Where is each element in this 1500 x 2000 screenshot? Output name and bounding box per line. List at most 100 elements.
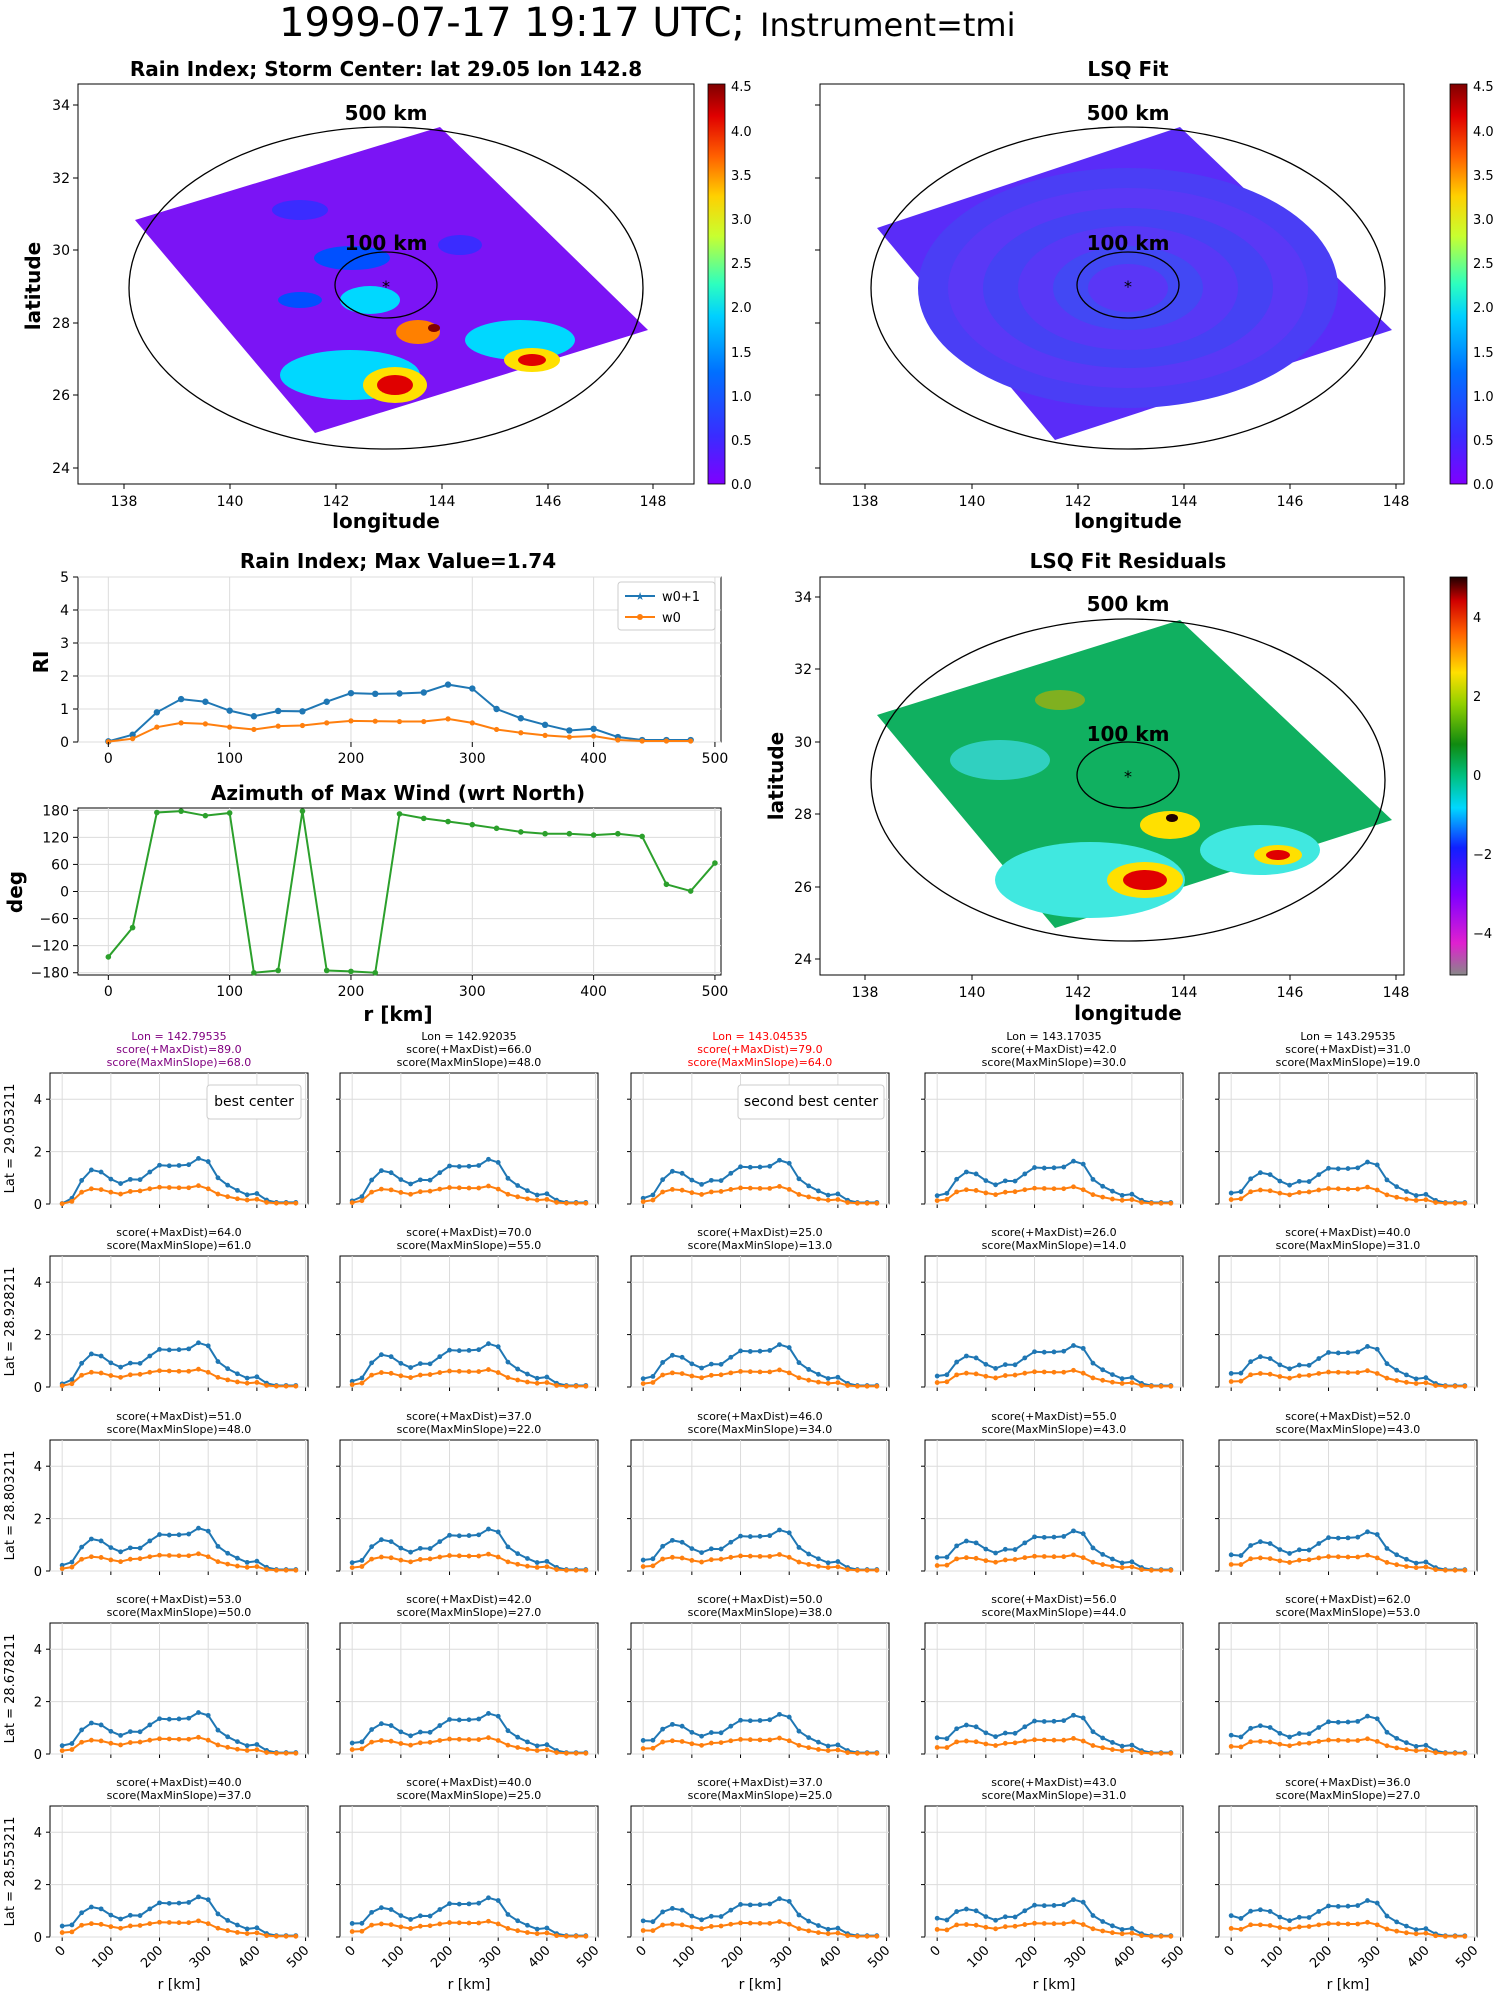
candidate-point: [1148, 1567, 1154, 1573]
candidate-point: [660, 1922, 666, 1928]
candidate-point: [963, 1906, 969, 1912]
candidate-ytick-label: 0: [34, 1198, 42, 1213]
candidate-point: [427, 1729, 433, 1735]
candidate-point: [1080, 1738, 1086, 1744]
candidate-point: [1071, 1712, 1076, 1718]
candidate-point: [1002, 1557, 1008, 1563]
candidate-point: [283, 1383, 289, 1389]
candidate-point: [1148, 1750, 1154, 1756]
candidate-point: [864, 1200, 870, 1206]
candidate-point: [378, 1168, 384, 1174]
candidate-point: [408, 1926, 413, 1931]
candidate-point: [1326, 1903, 1331, 1909]
candidate-point: [1022, 1370, 1028, 1376]
candidate-xtick-label: 500: [865, 1943, 893, 1971]
fit-cbar-tick: 3.0: [1473, 213, 1494, 228]
candidate-point: [689, 1924, 695, 1930]
candidate-panel-r2-c2: score(+MaxDist)=46.0score(MaxMinSlope)=3…: [627, 1410, 890, 1575]
candidate-point: [816, 1563, 821, 1569]
candidate-axes: [630, 1255, 890, 1388]
ri-point: [202, 698, 209, 705]
candidate-point: [1365, 1184, 1370, 1190]
candidate-point: [816, 1188, 821, 1194]
candidate-point: [640, 1746, 646, 1751]
candidate-point: [1267, 1541, 1273, 1546]
candidate-point: [554, 1383, 560, 1388]
candidate-point: [388, 1370, 394, 1376]
candidate-ytick-label: 4: [34, 1276, 42, 1291]
candidate-point: [993, 1926, 998, 1932]
candidate-point: [738, 1553, 743, 1559]
candidate-xtick-label: 300: [477, 1943, 505, 1971]
candidate-point: [186, 1553, 192, 1559]
candidate-point: [1374, 1162, 1380, 1168]
ri-xtick-label: 100: [216, 751, 243, 767]
candidate-point: [708, 1730, 714, 1735]
candidate-point: [1051, 1921, 1057, 1927]
candidate-point: [69, 1747, 75, 1752]
candidate-point: [983, 1741, 989, 1747]
candidate-point: [486, 1526, 491, 1532]
candidate-point: [1394, 1735, 1400, 1741]
candidate-point: [1316, 1725, 1322, 1730]
candidate-point: [993, 1182, 998, 1188]
ri-point: [590, 725, 597, 732]
candidate-point: [1238, 1744, 1244, 1750]
candidate-point: [1100, 1562, 1106, 1567]
candidate-point: [1148, 1200, 1154, 1206]
candidate-panel-r2-c3: score(+MaxDist)=55.0score(MaxMinSlope)=4…: [921, 1410, 1184, 1575]
candidate-point: [767, 1163, 773, 1169]
candidate-axes: [49, 1255, 309, 1388]
candidate-point: [225, 1561, 231, 1567]
candidate-point: [854, 1750, 860, 1756]
candidate-point: [525, 1739, 530, 1745]
candidate-point: [963, 1555, 969, 1561]
candidate-point: [786, 1187, 792, 1192]
ri-point: [421, 718, 427, 725]
candidate-point: [1061, 1921, 1067, 1927]
candidate-panel-r2-c0: 024score(+MaxDist)=51.0score(MaxMinSlope…: [3, 1410, 309, 1580]
candidate-xlabel: r [km]: [1033, 1977, 1076, 1993]
ri-point: [178, 720, 184, 726]
candidate-point: [767, 1553, 773, 1559]
candidate-point: [388, 1539, 394, 1544]
candidate-point: [417, 1189, 423, 1195]
candidate-point: [147, 1737, 153, 1743]
resid-xtick: 146: [1277, 985, 1304, 1001]
candidate-point: [1032, 1902, 1037, 1908]
candidate-point: [466, 1901, 472, 1907]
candidate-point: [1404, 1556, 1409, 1562]
candidate-point: [398, 1373, 404, 1379]
candidate-point: [1119, 1197, 1125, 1203]
candidate-point: [1071, 1184, 1076, 1190]
candidate-point: [786, 1898, 792, 1904]
candidate-point: [1277, 1178, 1283, 1184]
rain-star-marker: *: [382, 277, 390, 296]
candidate-point: [993, 1559, 998, 1565]
candidate-point: [1012, 1547, 1018, 1552]
candidate-panel-r1-c4: score(+MaxDist)=40.0score(MaxMinSlope)=3…: [1215, 1226, 1478, 1391]
candidate-point: [466, 1737, 472, 1742]
candidate-point: [205, 1554, 211, 1560]
candidate-point: [176, 1163, 182, 1168]
candidate-point: [993, 1917, 998, 1923]
candidate-point: [963, 1370, 969, 1376]
candidate-point: [1129, 1191, 1135, 1197]
candidate-point: [1296, 1924, 1302, 1930]
candidate-point: [1110, 1188, 1115, 1194]
candidate-point: [525, 1922, 530, 1928]
candidate-point: [1110, 1923, 1115, 1929]
rain-xtick: 144: [429, 494, 456, 510]
candidate-score-maxdist: score(+MaxDist)=55.0: [991, 1410, 1116, 1423]
candidate-xtick-label: 500: [1453, 1943, 1481, 1971]
candidate-point: [767, 1186, 773, 1191]
candidate-point: [806, 1918, 812, 1924]
candidate-point: [359, 1194, 365, 1200]
candidate-xtick-label: 200: [428, 1943, 456, 1971]
candidate-point: [447, 1347, 452, 1353]
candidate-point: [1257, 1187, 1263, 1193]
candidate-point: [447, 1185, 452, 1190]
candidate-point: [1287, 1918, 1292, 1924]
candidate-score-maxdist: score(+MaxDist)=52.0: [1285, 1410, 1410, 1423]
